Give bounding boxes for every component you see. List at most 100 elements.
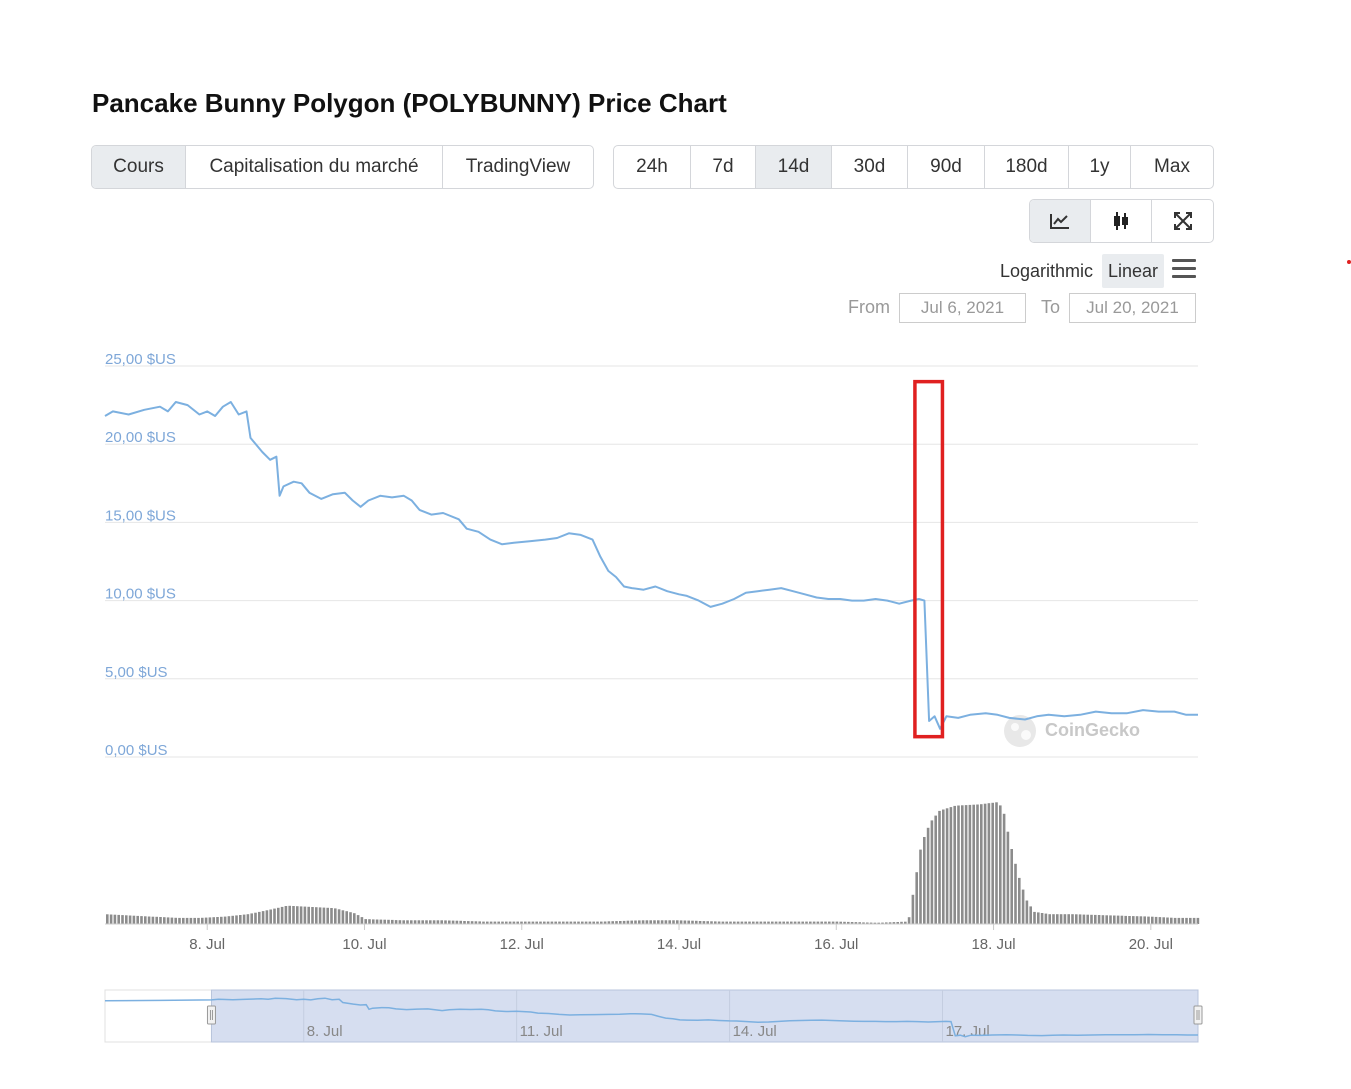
x-axis-ticks: 8. Jul 10. Jul 12. Jul 14. Jul 16. Jul 18. Ju… bbox=[189, 924, 1173, 953]
volume-bar bbox=[303, 906, 307, 924]
volume-bar bbox=[721, 921, 725, 924]
line-chart-button[interactable] bbox=[1030, 200, 1091, 242]
volume-bar bbox=[299, 906, 303, 924]
volume-bar bbox=[942, 809, 945, 924]
navigator-right-handle[interactable] bbox=[1193, 1005, 1203, 1025]
volume-bar bbox=[1143, 916, 1146, 924]
volume-bar bbox=[888, 922, 892, 924]
volume-bar bbox=[915, 872, 918, 924]
volume-bar bbox=[786, 921, 789, 924]
volume-bar bbox=[900, 921, 903, 924]
volume-bar bbox=[1033, 911, 1036, 924]
volume-bar bbox=[258, 911, 261, 924]
volume-bar bbox=[368, 919, 371, 924]
volume-bar bbox=[877, 922, 880, 924]
linear-scale-button[interactable]: Linear bbox=[1102, 254, 1165, 288]
from-date-input[interactable] bbox=[899, 293, 1026, 323]
range-max-button[interactable]: Max bbox=[1154, 156, 1190, 177]
volume-bar bbox=[398, 920, 402, 924]
volume-bar bbox=[1037, 912, 1040, 924]
volume-bar bbox=[379, 919, 383, 924]
tab-market-cap[interactable]: Capitalisation du marché bbox=[186, 146, 443, 188]
range-30d-button[interactable]: 30d bbox=[832, 146, 908, 188]
volume-bar bbox=[1177, 917, 1181, 924]
volume-bar bbox=[429, 920, 432, 924]
volume-bar bbox=[315, 907, 318, 924]
volume-bar bbox=[402, 920, 405, 924]
volume-bar bbox=[725, 921, 728, 924]
volume-bar bbox=[983, 803, 987, 924]
volume-bar bbox=[413, 920, 417, 924]
volume-bar bbox=[170, 917, 174, 924]
volume-bar bbox=[790, 921, 793, 924]
range-navigator[interactable]: 8. Jul 11. Jul 14. Jul 17. Jul bbox=[104, 989, 1203, 1043]
range-7d-button[interactable]: 7d bbox=[691, 146, 756, 188]
candlestick-button[interactable] bbox=[1091, 200, 1152, 242]
volume-bar bbox=[463, 921, 466, 924]
tab-tradingview[interactable]: TradingView bbox=[465, 156, 571, 177]
volume-bar bbox=[569, 921, 573, 924]
volume-bar bbox=[782, 921, 785, 924]
volume-bar bbox=[581, 921, 584, 924]
volume-bar bbox=[1014, 863, 1017, 924]
candlestick-icon bbox=[1114, 212, 1128, 230]
volume-bar bbox=[1048, 914, 1051, 924]
volume-bar bbox=[1006, 831, 1010, 924]
volume-bar bbox=[178, 917, 181, 924]
volume-bar bbox=[797, 921, 801, 924]
volume-bar bbox=[387, 919, 390, 924]
volume-bar bbox=[717, 921, 721, 924]
volume-bar bbox=[812, 921, 816, 924]
volume-bar bbox=[1056, 914, 1059, 924]
volume-bar bbox=[603, 921, 607, 924]
volume-bar bbox=[660, 920, 664, 924]
volume-bar bbox=[543, 921, 546, 924]
volume-bar bbox=[527, 921, 531, 924]
range-90d-button[interactable]: 90d bbox=[908, 146, 985, 188]
to-date-input[interactable] bbox=[1069, 293, 1196, 323]
volume-bar bbox=[1002, 813, 1006, 924]
expand-icon bbox=[1173, 212, 1192, 230]
volume-bar bbox=[493, 921, 497, 924]
volume-bar bbox=[345, 911, 348, 924]
range-14d-button[interactable]: 14d bbox=[756, 146, 832, 188]
range-1y-button[interactable]: 1y bbox=[1069, 146, 1131, 188]
volume-bar bbox=[809, 921, 812, 924]
volume-bar bbox=[147, 916, 151, 924]
fullscreen-button[interactable] bbox=[1152, 200, 1213, 242]
navigator-left-handle[interactable] bbox=[206, 1005, 216, 1025]
volume-bar bbox=[166, 917, 170, 924]
grid-lines bbox=[105, 365, 1198, 758]
volume-bar bbox=[520, 921, 523, 924]
volume-bar bbox=[277, 907, 280, 924]
volume-bar bbox=[774, 921, 778, 924]
volume-bar bbox=[1082, 914, 1086, 924]
range-180d-button[interactable]: 180d bbox=[985, 146, 1069, 188]
volume-bar bbox=[957, 805, 960, 924]
volume-bar bbox=[869, 922, 873, 924]
volume-bar bbox=[698, 921, 702, 924]
volume-bar bbox=[125, 915, 128, 924]
volume-bar bbox=[546, 921, 550, 924]
volume-bar bbox=[1170, 917, 1173, 924]
volume-bar bbox=[755, 921, 759, 924]
tab-price[interactable]: Cours bbox=[92, 146, 186, 188]
volume-bar bbox=[1116, 915, 1120, 924]
volume-bar bbox=[573, 921, 576, 924]
volume-bar bbox=[1139, 916, 1143, 924]
volume-bar bbox=[1025, 900, 1029, 924]
volume-bar bbox=[687, 920, 690, 924]
hamburger-menu-icon[interactable] bbox=[1172, 259, 1196, 279]
volume-bar bbox=[512, 921, 516, 924]
range-24h-button[interactable]: 24h bbox=[614, 146, 691, 188]
volume-bar bbox=[216, 917, 219, 924]
volume-bar bbox=[714, 921, 717, 924]
logarithmic-scale-button[interactable]: Logarithmic bbox=[1000, 260, 1094, 281]
volume-bar bbox=[117, 914, 120, 924]
volume-bar bbox=[220, 916, 223, 924]
view-mode-selector bbox=[1029, 199, 1214, 243]
volume-bar bbox=[664, 920, 668, 924]
volume-bar bbox=[596, 921, 599, 924]
volume-bar bbox=[1105, 915, 1108, 924]
chart-type-selector: Cours Capitalisation du marché TradingVi… bbox=[91, 145, 594, 189]
